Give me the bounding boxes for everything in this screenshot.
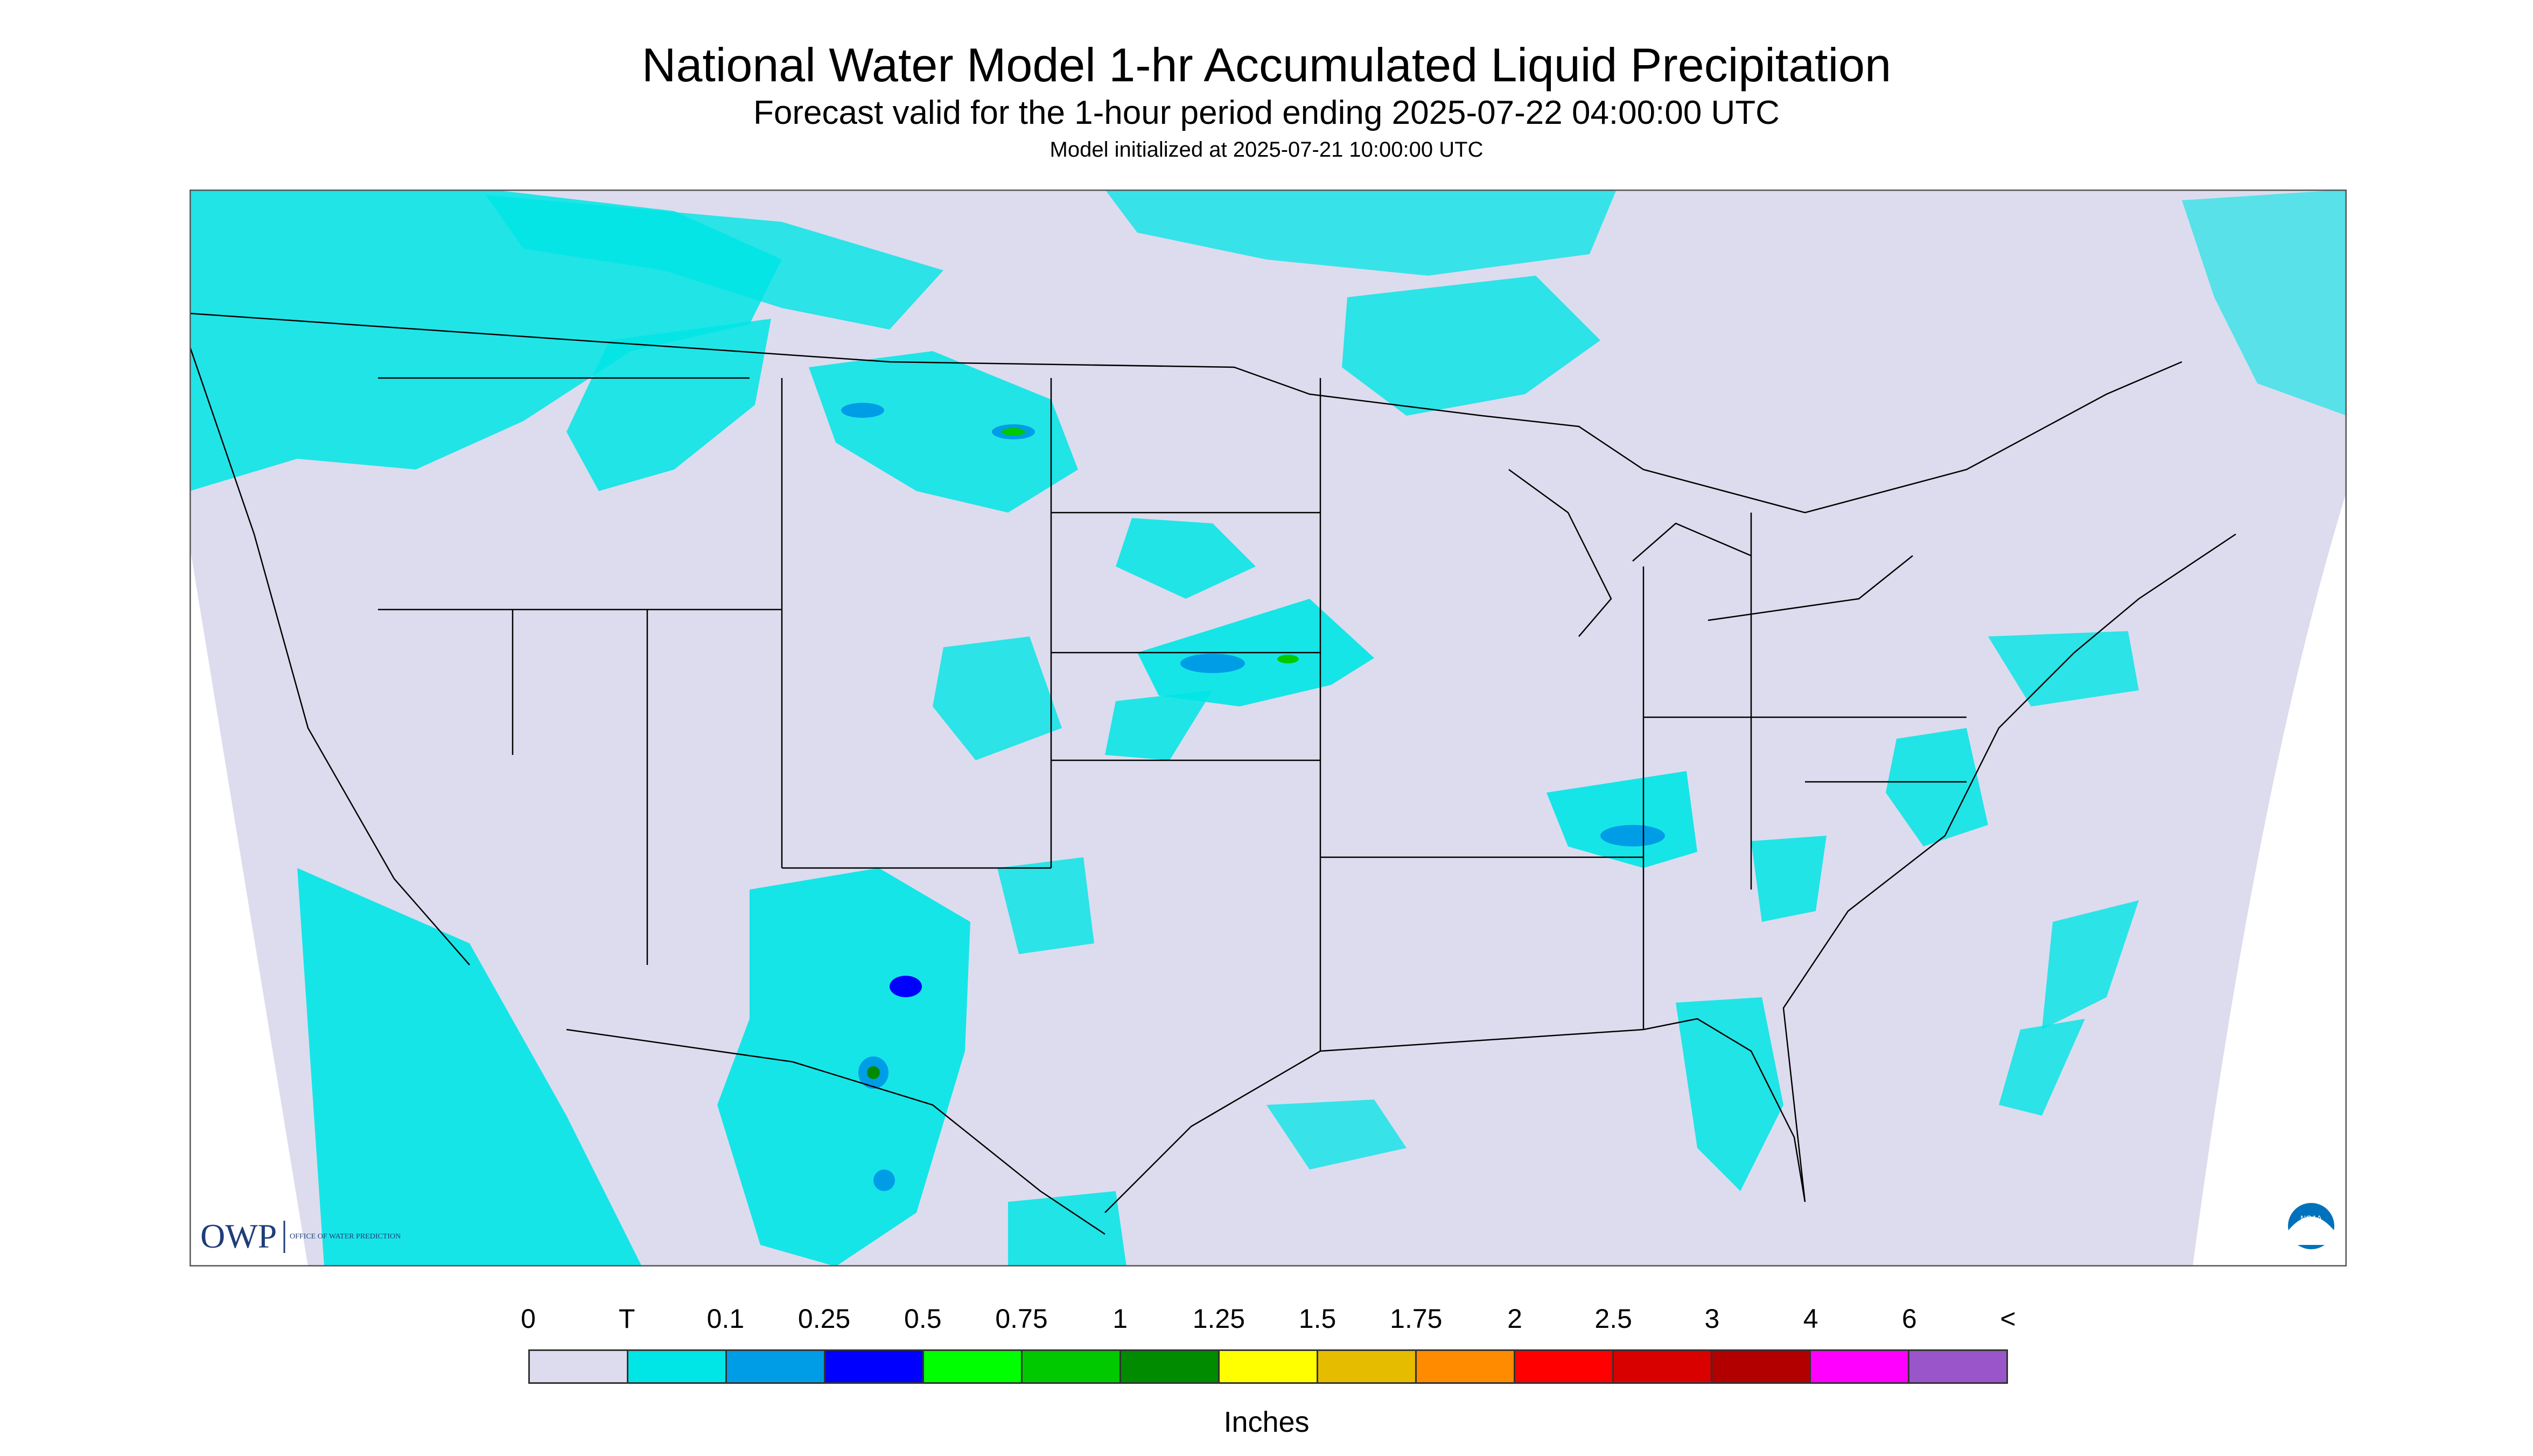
us-atlantic-coast (1782, 533, 2236, 1202)
legend-swatch (1712, 1351, 1811, 1382)
legend-label: 1 (1112, 1304, 1128, 1334)
legend-swatch (530, 1351, 628, 1382)
precip-cell-tn (1600, 825, 1665, 846)
precip-cell-mx-south (873, 1170, 895, 1191)
legend-label: 4 (1803, 1304, 1818, 1334)
precip-cell-nd-core (1002, 428, 1025, 436)
precip-virginia-coast (1886, 728, 1988, 846)
precip-maine-east (2182, 190, 2347, 416)
out-of-domain-left (190, 545, 308, 1266)
boundaries (190, 312, 2236, 1235)
legend-swatch (1811, 1351, 1909, 1382)
legend-label: 0.25 (797, 1304, 851, 1334)
precip-colorado (933, 636, 1062, 760)
map-title: National Water Model 1-hr Accumulated Li… (641, 38, 1892, 92)
legend-units: Inches (1223, 1406, 1310, 1438)
legend-swatch (1909, 1351, 2006, 1382)
precip-tennessee (1547, 771, 1697, 868)
precip-ontario-north (1105, 190, 1617, 276)
precip-great-lakes-north (1342, 276, 1600, 416)
precip-atlantic-south (1999, 1019, 2085, 1116)
precip-pacific-sw (297, 868, 642, 1266)
owp-logo-subtext: OFFICE OF WATER PREDICTION (290, 1233, 401, 1241)
legend-label: 3 (1704, 1304, 1720, 1334)
legend-swatch (1614, 1351, 1712, 1382)
legend-swatch (1417, 1351, 1515, 1382)
legend-swatch (1515, 1351, 1614, 1382)
precip-new-mexico (717, 868, 970, 1266)
legend-labels: 0 T 0.1 0.25 0.5 0.75 1 1.25 1.5 1.75 2 2.5 3 4 6 < (521, 1303, 2016, 1341)
legend-label: 1.75 (1390, 1304, 1443, 1334)
legend-label: T (618, 1304, 635, 1334)
precip-cell-ne-core (1277, 655, 1299, 663)
precip-cell-ne (1180, 654, 1245, 673)
out-of-domain-right (2193, 491, 2347, 1266)
state-lines-central (1051, 378, 1643, 1051)
precip-sw-scatter (997, 857, 1094, 954)
legend-label: 1.5 (1298, 1304, 1337, 1334)
owp-logo: OWP OFFICE OF WATER PREDICTION (200, 1217, 401, 1255)
legend-swatch (1220, 1351, 1318, 1382)
legend-swatch (727, 1351, 825, 1382)
state-lines-east (1642, 513, 1967, 1030)
great-lakes (1508, 468, 1913, 637)
model-init-note: Model initialized at 2025-07-21 10:00:00… (1049, 138, 1484, 162)
precip-se-sd (1116, 518, 1256, 599)
legend-label: 2.5 (1594, 1304, 1632, 1334)
precip-cell-mx-core (867, 1066, 880, 1079)
precip-atlantic (2042, 900, 2139, 1030)
legend-label: 0.75 (995, 1304, 1048, 1334)
legend-label: 0.1 (706, 1304, 745, 1334)
precipitation-map: OWP OFFICE OF WATER PREDICTION NOAA (190, 190, 2347, 1266)
precip-heavy-cells (841, 403, 1665, 1191)
precip-florida (1676, 997, 1783, 1191)
precip-dakotas (809, 351, 1078, 513)
precip-mexico-south (1008, 1191, 1126, 1266)
legend-label: 6 (1901, 1304, 1917, 1334)
precip-canada-band (486, 195, 943, 330)
us-canada-border (190, 312, 2182, 514)
precip-montana (566, 319, 771, 491)
legend-swatch (1318, 1351, 1417, 1382)
precip-gulf (1266, 1100, 1407, 1170)
legend-label: 2 (1507, 1304, 1522, 1334)
legend-swatch (1023, 1351, 1121, 1382)
legend-swatch (628, 1351, 727, 1382)
precip-carolinas (1751, 836, 1827, 922)
precip-cell-mt (841, 403, 884, 418)
precip-mid-atlantic (1988, 631, 2139, 706)
forecast-valid-subtitle: Forecast valid for the 1-hour period end… (753, 94, 1780, 131)
noaa-logo: NOAA (2285, 1200, 2338, 1252)
legend-label: 0.5 (904, 1304, 942, 1334)
legend-label: < (2000, 1304, 2016, 1334)
precip-cell-nm (890, 976, 922, 997)
map-border (190, 190, 2347, 1266)
legend-label: 0 (521, 1304, 536, 1334)
legend-swatch (1121, 1351, 1220, 1382)
us-pacific-coast (190, 345, 470, 965)
owp-logo-text: OWP (200, 1217, 277, 1255)
noaa-logo-text: NOAA (2300, 1214, 2322, 1222)
legend-swatch (924, 1351, 1023, 1382)
state-lines-west (378, 377, 1052, 965)
legend-label: 1.25 (1192, 1304, 1245, 1334)
precip-kansas (1105, 690, 1213, 760)
noaa-logo-wave (2287, 1216, 2335, 1245)
legend-color-bar (528, 1349, 2008, 1384)
legend-swatch (825, 1351, 924, 1382)
us-mexico-border (566, 1028, 1105, 1235)
